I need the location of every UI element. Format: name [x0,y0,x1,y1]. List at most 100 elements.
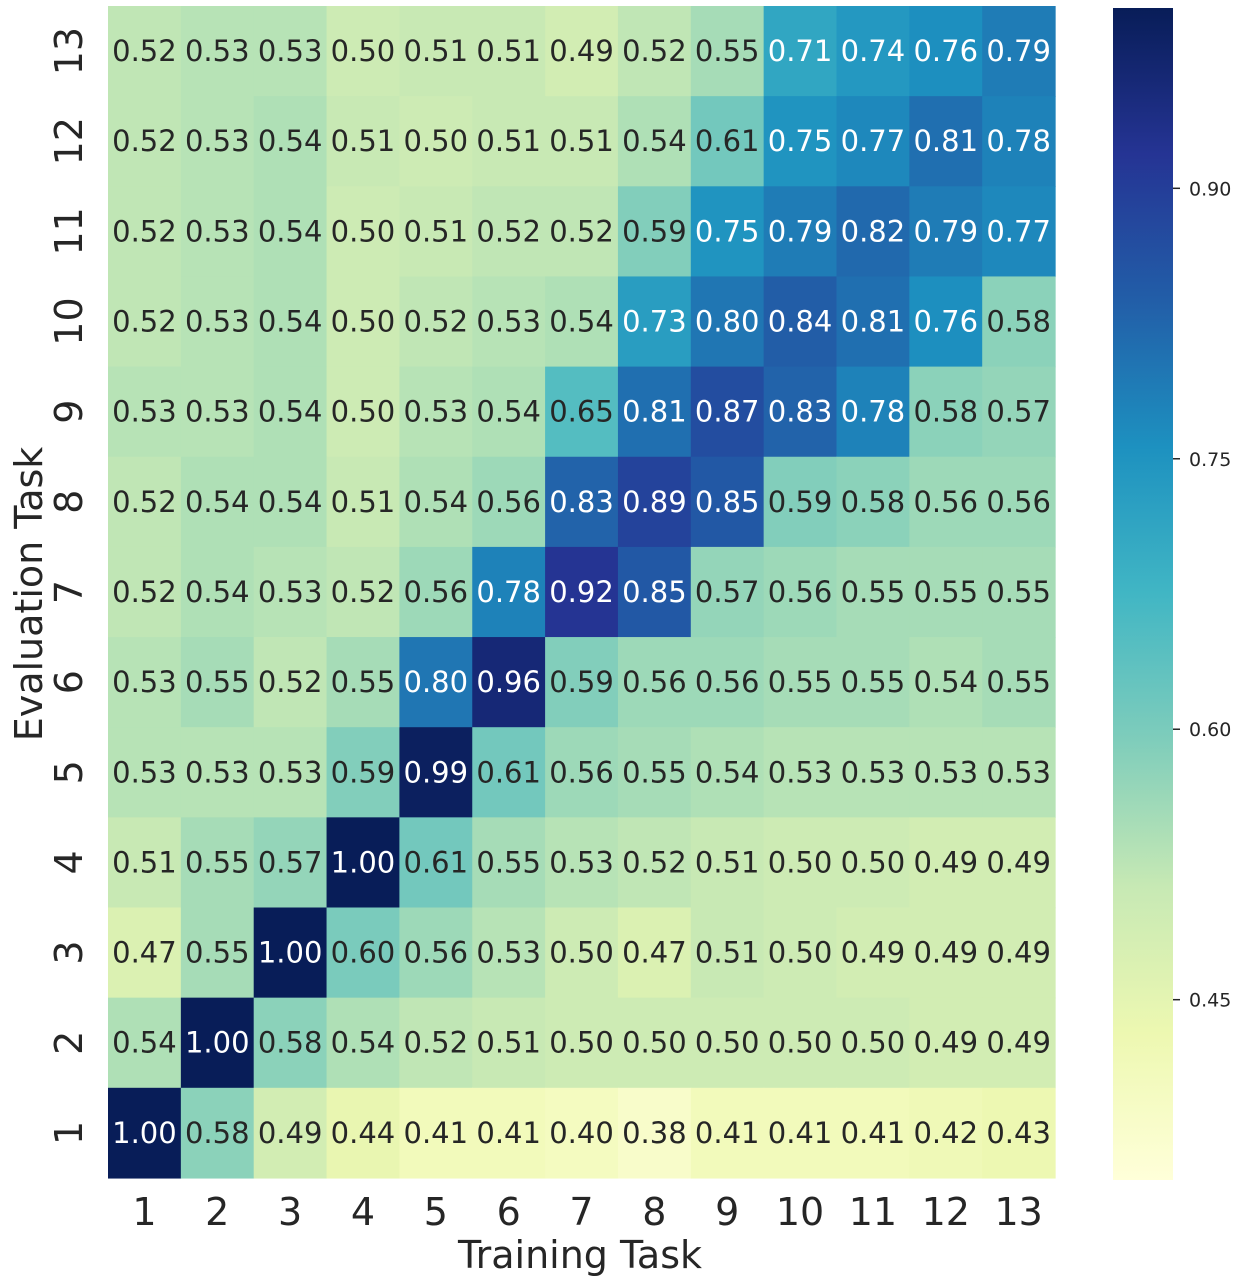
cell-value-label: 0.52 [622,34,687,68]
cell-value-label: 0.81 [841,305,906,339]
cell-value-label: 0.85 [622,575,687,609]
y-tick-label: 3 [47,940,91,964]
cell-value-label: 0.50 [695,1026,760,1060]
cell-value-label: 0.87 [695,395,760,429]
heatmap-cell [909,186,983,278]
cell-value-label: 0.56 [622,665,687,699]
heatmap-cell [253,186,328,278]
cell-value-label: 0.52 [476,214,541,248]
cell-value-label: 0.53 [185,755,250,789]
cell-value-label: 0.49 [913,936,978,970]
heatmap-cell [617,1087,692,1179]
cell-value-label: 0.49 [986,1026,1051,1060]
cell-value-label: 0.52 [404,305,469,339]
heatmap-cell [545,186,619,278]
cell-value-label: 0.51 [112,845,177,879]
cell-value-label: 0.54 [112,1026,177,1060]
cell-value-label: 0.55 [622,755,687,789]
heatmap-cell [617,637,692,728]
heatmap-cell [180,456,255,548]
heatmap-cell [472,997,546,1089]
heatmap-cell [545,456,619,548]
heatmap-cell [690,727,765,818]
heatmap-cell [909,997,983,1089]
cell-value-label: 0.52 [112,305,177,339]
heatmap-cell [617,997,692,1089]
cell-value-label: 0.61 [695,124,760,158]
heatmap-cell [690,186,765,278]
cell-value-label: 0.59 [331,755,396,789]
heatmap-cell [108,817,182,909]
cell-value-label: 1.00 [112,1116,177,1150]
colorbar-tick-label: 0.60 [1189,719,1231,741]
cell-value-label: 0.49 [841,936,906,970]
heatmap-cell [472,276,546,368]
x-axis-label: Training Task [457,1233,702,1277]
heatmap-cell [108,276,182,368]
heatmap-cell [253,637,328,728]
heatmap-cell [690,1087,765,1179]
x-tick-labels: 1 2 3 4 5 6 7 8 9 10 11 12 13 [132,1190,1042,1234]
heatmap-cell [399,727,473,818]
x-tick-label: 10 [776,1190,824,1234]
heatmap-cell [909,546,983,638]
heatmap-cell [836,366,910,458]
heatmap-cell [472,6,546,97]
cell-value-label: 0.38 [622,1116,687,1150]
heatmap-cell [545,907,619,999]
heatmap-cell [326,276,400,368]
cell-value-label: 0.54 [258,124,323,158]
cell-value-label: 0.41 [404,1116,469,1150]
heatmap-cell [763,907,838,999]
cell-value-label: 0.78 [986,124,1051,158]
heatmap-cell [763,546,838,638]
cell-value-label: 0.75 [768,124,833,158]
heatmap-cell [690,817,765,909]
heatmap-cell [763,727,838,818]
cell-value-label: 0.53 [476,305,541,339]
cell-value-label: 0.49 [549,34,614,68]
cell-value-label: 0.53 [768,755,833,789]
heatmap-cell [545,276,619,368]
heatmap-cell [108,907,182,999]
heatmap-cell [472,96,546,187]
cell-value-label: 0.56 [695,665,760,699]
cell-value-label: 0.58 [913,395,978,429]
cell-value-label: 0.52 [331,575,396,609]
heatmap-cell [180,96,255,187]
heatmap-cell [545,1087,619,1179]
heatmap-cell [326,817,400,909]
cell-value-label: 0.54 [913,665,978,699]
heatmap-cell [982,1087,1056,1179]
cell-value-label: 0.53 [986,755,1051,789]
heatmap-cell [472,366,546,458]
cell-value-label: 0.57 [695,575,760,609]
cell-value-label: 0.85 [695,485,760,519]
heatmap-cell [763,366,838,458]
heatmap-cell [836,186,910,278]
cell-value-label: 0.77 [986,214,1051,248]
cell-value-label: 0.44 [331,1116,396,1150]
heatmap-cell [763,276,838,368]
cell-value-label: 0.92 [549,575,614,609]
heatmap-cell [326,727,400,818]
cell-value-label: 0.53 [112,395,177,429]
cell-value-label: 0.41 [476,1116,541,1150]
cell-value-label: 0.56 [549,755,614,789]
x-tick-label: 12 [922,1190,970,1234]
heatmap-cell [253,366,328,458]
heatmap-cell [180,727,255,818]
cell-value-label: 0.82 [841,214,906,248]
cell-value-label: 0.55 [695,34,760,68]
cell-value-label: 0.54 [549,305,614,339]
heatmap-cell [836,907,910,999]
cell-value-label: 0.51 [695,936,760,970]
cell-value-label: 0.53 [476,936,541,970]
x-tick-label: 11 [849,1190,897,1234]
y-tick-label: 9 [47,400,91,424]
cell-value-label: 0.59 [768,485,833,519]
heatmap-cell [108,186,182,278]
heatmap-cell [690,997,765,1089]
heatmap-cell [253,546,328,638]
cell-value-label: 0.52 [112,34,177,68]
